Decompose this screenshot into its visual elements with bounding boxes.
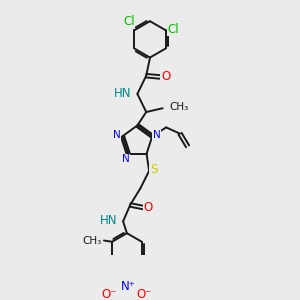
Text: N: N: [122, 154, 130, 164]
Text: O: O: [144, 201, 153, 214]
Text: N⁺: N⁺: [121, 280, 136, 293]
Text: O⁻: O⁻: [137, 287, 152, 300]
Text: Cl: Cl: [123, 16, 135, 28]
Text: HN: HN: [114, 87, 132, 100]
Text: S: S: [150, 163, 157, 176]
Text: O: O: [161, 70, 170, 83]
Text: CH₃: CH₃: [82, 236, 101, 245]
Text: O⁻: O⁻: [101, 287, 117, 300]
Text: CH₃: CH₃: [170, 102, 189, 112]
Text: Cl: Cl: [167, 22, 179, 35]
Text: N: N: [153, 130, 161, 140]
Text: HN: HN: [100, 214, 118, 227]
Text: N: N: [113, 130, 121, 140]
